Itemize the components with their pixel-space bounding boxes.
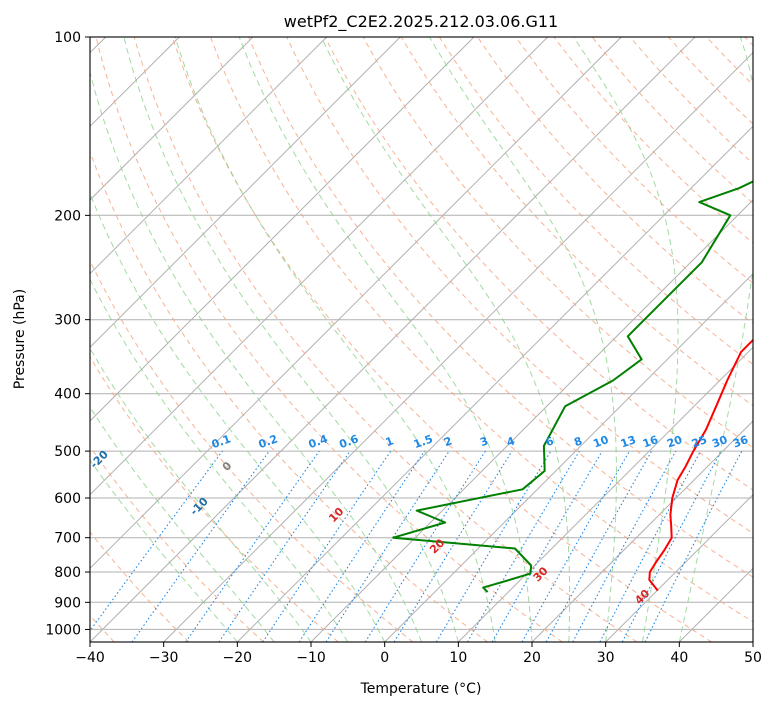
mixing-ratio-label: 25 — [690, 433, 709, 450]
temperature-trace — [649, 37, 775, 591]
mixing-ratio-label: 3 — [478, 434, 490, 449]
mixing-ratio-line — [522, 451, 629, 642]
x-axis-label: Temperature (°C) — [360, 681, 482, 697]
isotherm-line — [90, 37, 695, 642]
mixing-ratio-label: 16 — [641, 433, 660, 451]
x-tick-label: −40 — [75, 650, 105, 666]
mixing-ratio-label: 2 — [442, 434, 454, 449]
plot-frame — [90, 37, 753, 642]
dry-adiabat-line — [745, 37, 775, 642]
dry-adiabat-line — [0, 37, 338, 642]
dry-adiabat-line — [707, 37, 775, 642]
mixing-ratio-label: 10 — [591, 433, 610, 451]
dry-adiabat-line — [58, 37, 488, 642]
isotherm-line — [458, 37, 775, 642]
dry-adiabat-label: 20 — [427, 536, 447, 556]
x-tick-label: −30 — [149, 650, 179, 666]
x-tick-label: 0 — [380, 650, 389, 666]
x-tick-label: −10 — [296, 650, 326, 666]
isotherm-line — [0, 37, 474, 642]
mixing-ratio-label: 8 — [572, 434, 584, 449]
moist-adiabat-line — [16, 37, 348, 642]
mixing-ratio-line — [365, 451, 485, 642]
dry-adiabat-line — [668, 37, 775, 642]
dry-adiabat-label: -30 — [0, 401, 22, 424]
x-tick-label: 30 — [597, 650, 615, 666]
isotherm-line — [679, 37, 775, 642]
moist-adiabat-line — [0, 37, 311, 642]
isotherm-line — [0, 37, 400, 642]
mixing-ratio-label: 36 — [731, 433, 750, 451]
mixing-ratio-label: 1 — [384, 434, 396, 449]
moist-adiabat-line — [175, 37, 495, 642]
dry-adiabat-line — [0, 37, 189, 642]
mixing-ratio-label: 4 — [505, 434, 517, 449]
mixing-ratio-label: 0.4 — [307, 432, 330, 451]
dry-adiabat-line — [516, 37, 775, 642]
y-tick-label: 400 — [54, 387, 81, 403]
isotherm-line — [0, 37, 253, 642]
isotherm-line — [385, 37, 775, 642]
x-tick-label: −20 — [223, 650, 253, 666]
x-tick-label: 50 — [744, 650, 762, 666]
isotherm-line — [0, 37, 327, 642]
dry-adiabat-label: 0 — [220, 459, 235, 474]
y-tick-label: 1000 — [45, 622, 81, 638]
mixing-ratio-line — [263, 451, 391, 642]
isotherm-line — [753, 37, 775, 642]
dry-adiabat-label: 40 — [632, 587, 652, 607]
y-tick-label: 700 — [54, 531, 81, 547]
x-tick-label: 10 — [449, 650, 467, 666]
chart-title: wetPf2_C2E2.2025.212.03.06.G11 — [284, 12, 558, 32]
mixing-ratio-label: 0.1 — [210, 432, 233, 451]
mixing-ratio-line — [82, 451, 223, 642]
isotherm-line — [237, 37, 775, 642]
x-tick-label: 40 — [670, 650, 688, 666]
isotherm-line — [311, 37, 775, 642]
y-tick-label: 900 — [54, 595, 81, 611]
dry-adiabat-line — [20, 37, 413, 642]
y-tick-label: 800 — [54, 565, 81, 581]
moist-adiabat-line — [46, 37, 384, 642]
mixing-ratio-line — [600, 451, 701, 642]
x-tick-label: 20 — [523, 650, 541, 666]
moist-adiabat-line — [574, 37, 678, 642]
dewpoint-trace — [393, 37, 775, 592]
mixing-ratio-line — [573, 451, 676, 642]
dry-adiabat-line — [592, 37, 775, 642]
mixing-ratio-label: 20 — [665, 433, 684, 451]
y-tick-label: 500 — [54, 444, 81, 460]
dry-adiabat-line — [0, 37, 264, 642]
moist-adiabat-line — [0, 37, 237, 642]
moist-adiabat-line — [0, 37, 274, 642]
isotherm-line — [16, 37, 621, 642]
moist-adiabat-line — [124, 37, 458, 642]
y-tick-label: 200 — [54, 208, 81, 224]
mixing-ratio-line — [299, 451, 424, 642]
y-tick-label: 100 — [54, 30, 81, 46]
mixing-ratio-label: 13 — [619, 433, 638, 450]
y-axis-label: Pressure (hPa) — [12, 289, 28, 389]
moist-adiabat-line — [239, 37, 532, 642]
y-tick-label: 600 — [54, 491, 81, 507]
y-tick-label: 300 — [54, 313, 81, 329]
